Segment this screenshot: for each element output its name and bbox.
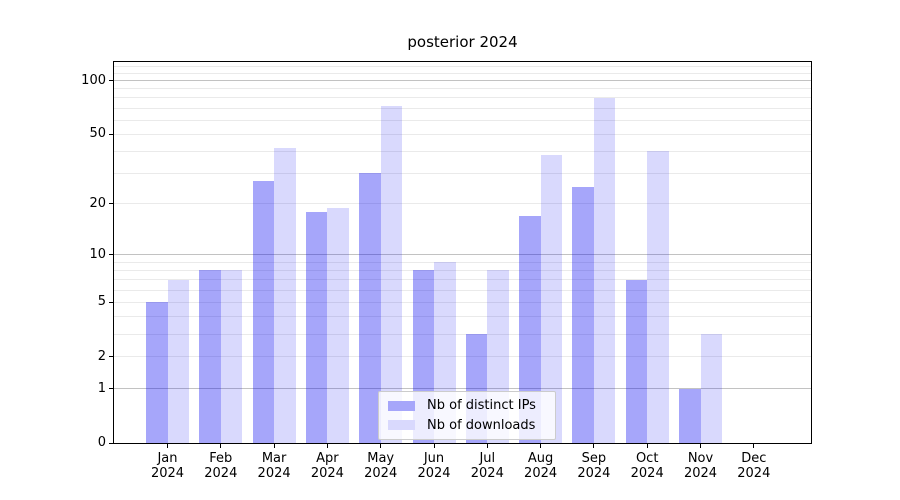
x-tick-mark (486, 444, 488, 448)
x-tick-label: Aug 2024 (524, 451, 558, 481)
x-tick-mark (700, 444, 701, 448)
minor-gridline (114, 88, 811, 90)
x-tick-label: Feb 2024 (204, 451, 238, 481)
y-tick-mark (109, 80, 113, 82)
x-tick-mark (646, 444, 648, 448)
y-tick-label: 1 (97, 380, 106, 396)
minor-gridline (114, 119, 811, 121)
minor-gridline (114, 269, 811, 271)
x-tick-label: Jul 2024 (470, 451, 504, 481)
y-tick-label: 20 (89, 195, 106, 211)
y-tick-mark (109, 356, 113, 358)
x-tick-label: Jun 2024 (417, 451, 451, 481)
bar-downloads (647, 151, 669, 443)
bar-downloads (327, 207, 349, 443)
minor-gridline (114, 172, 811, 174)
x-tick-label: Mar 2024 (257, 451, 291, 481)
legend-label-downloads: Nb of downloads (427, 417, 536, 433)
y-tick-mark (109, 133, 113, 135)
bar-downloads (220, 270, 243, 443)
bar-distinct-ips (625, 279, 648, 443)
y-tick-label: 100 (81, 72, 106, 88)
x-tick-label: Nov 2024 (683, 451, 718, 481)
minor-gridline (114, 279, 811, 281)
x-tick-label: Sep 2024 (577, 451, 611, 481)
x-tick-label: Dec 2024 (737, 451, 771, 481)
minor-gridline (114, 316, 811, 318)
minor-gridline (114, 289, 811, 291)
bar-distinct-ips (679, 388, 701, 443)
bar-downloads (540, 155, 563, 443)
bar-downloads (700, 334, 722, 443)
legend-swatch-downloads (388, 420, 415, 431)
x-tick-mark (273, 444, 275, 448)
y-tick-mark (109, 301, 113, 303)
major-gridline (114, 388, 811, 390)
major-gridline (114, 254, 811, 256)
minor-gridline (114, 133, 811, 135)
y-tick-label: 5 (97, 294, 106, 310)
y-tick-mark (109, 442, 113, 444)
bar-downloads (274, 147, 296, 443)
bar-distinct-ips (146, 302, 168, 443)
x-tick-label: Oct 2024 (630, 451, 664, 481)
y-tick-label: 2 (97, 348, 106, 364)
x-tick-mark (433, 444, 435, 448)
x-tick-label: Jan 2024 (150, 451, 185, 481)
x-tick-mark (540, 444, 542, 448)
legend-swatch-distinct-ips (388, 400, 415, 411)
legend-row-downloads: Nb of downloads (388, 418, 546, 433)
bar-downloads (593, 97, 616, 443)
bar-distinct-ips (572, 187, 594, 443)
minor-gridline (114, 333, 811, 335)
minor-gridline (114, 301, 811, 303)
y-tick-mark (109, 203, 113, 205)
minor-gridline (114, 150, 811, 152)
minor-gridline (114, 261, 811, 263)
bar-downloads (380, 106, 403, 443)
x-tick-mark (220, 444, 222, 448)
minor-gridline (114, 356, 811, 358)
bar-downloads (167, 279, 189, 443)
minor-gridline (114, 72, 811, 74)
plot-area (113, 61, 812, 444)
x-tick-mark (167, 444, 168, 448)
legend: Nb of distinct IPs Nb of downloads (378, 391, 556, 440)
x-tick-mark (380, 444, 382, 448)
chart-title: posterior 2024 (407, 33, 518, 51)
bar-distinct-ips (199, 270, 221, 443)
bar-distinct-ips (359, 173, 381, 443)
y-tick-mark (109, 388, 113, 390)
minor-gridline (114, 107, 811, 109)
y-tick-mark (109, 254, 113, 256)
bar-distinct-ips (252, 181, 275, 443)
minor-gridline (114, 203, 811, 205)
y-tick-label: 0 (97, 435, 106, 450)
x-tick-mark (753, 444, 755, 448)
x-tick-mark (593, 444, 595, 448)
bar-distinct-ips (519, 216, 541, 443)
x-tick-label: May 2024 (364, 451, 398, 481)
legend-label-distinct-ips: Nb of distinct IPs (427, 398, 536, 414)
y-tick-label: 50 (89, 126, 106, 142)
minor-gridline (114, 65, 811, 67)
major-gridline (114, 80, 811, 82)
legend-row-distinct-ips: Nb of distinct IPs (388, 398, 546, 413)
x-tick-label: Apr 2024 (310, 451, 344, 481)
y-tick-label: 10 (89, 246, 106, 262)
minor-gridline (114, 97, 811, 99)
x-tick-mark (326, 444, 328, 448)
bar-distinct-ips (305, 211, 328, 443)
